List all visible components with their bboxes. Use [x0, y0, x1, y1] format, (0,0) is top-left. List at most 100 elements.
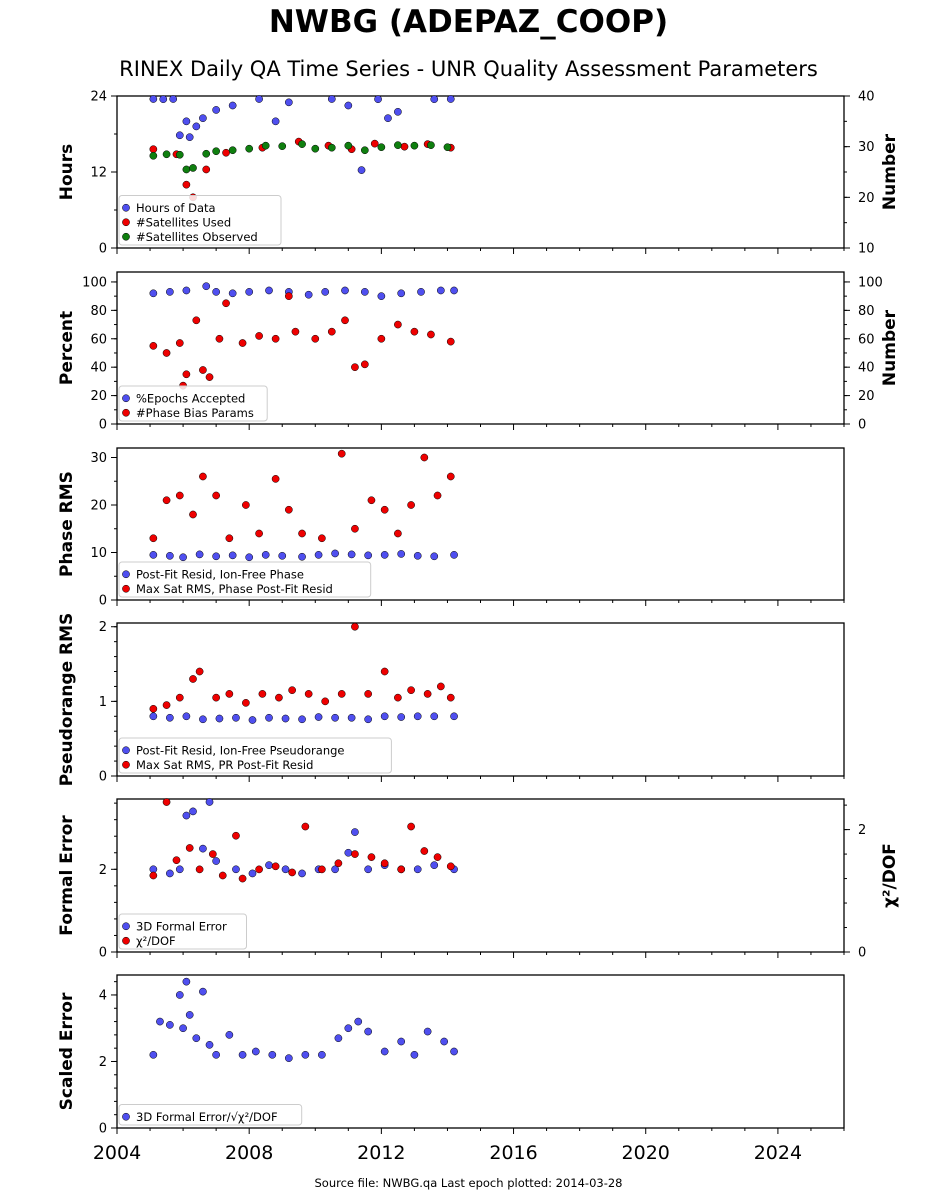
data-point [413, 551, 422, 560]
data-point [380, 712, 389, 721]
data-point [248, 716, 257, 724]
data-point [175, 131, 184, 140]
data-point [202, 165, 211, 174]
data-point [446, 862, 455, 871]
data-point [397, 1037, 406, 1046]
data-point [341, 316, 349, 325]
legend-marker [122, 218, 130, 227]
data-point [245, 288, 254, 296]
data-point [364, 551, 372, 560]
legend-box [118, 737, 392, 774]
data-point [450, 1047, 458, 1056]
data-point [182, 286, 191, 295]
data-point [261, 141, 270, 150]
y-tick-label: 12 [90, 166, 107, 181]
data-point [149, 712, 158, 721]
y2-tick-label: 30 [858, 140, 875, 155]
data-point [430, 95, 439, 104]
chart-panel-4: 0 1 2 Pseudorange RMS Post-Fit Resid, Ion-Fr… [57, 613, 845, 786]
x-tick-label: 2004 [93, 1142, 141, 1164]
data-point [397, 865, 406, 874]
data-point [334, 859, 343, 868]
data-point [175, 865, 184, 874]
data-point [341, 286, 349, 295]
data-point [215, 714, 224, 723]
x-tick-label: 2024 [754, 1142, 802, 1164]
legend-box [118, 561, 372, 598]
y2-axis-label: Number [880, 309, 900, 386]
data-point [232, 865, 240, 874]
data-point [298, 552, 306, 561]
data-point [446, 337, 455, 346]
data-point [344, 848, 353, 857]
legend-label: Post-Fit Resid, Ion-Free Pseudorange [136, 743, 344, 757]
data-point [162, 798, 171, 806]
data-point [238, 339, 247, 347]
data-point [255, 529, 263, 538]
data-point [351, 363, 359, 372]
legend-marker [122, 584, 130, 593]
data-point [189, 164, 197, 172]
data-point [327, 327, 336, 336]
legend: 3D Formal Error/√χ²/DOF [118, 1104, 303, 1126]
data-point [318, 534, 326, 543]
legend: Post-Fit Resid, Ion-Free PseudorangeMax … [118, 737, 392, 774]
data-point [238, 874, 247, 883]
legend-marker [122, 570, 130, 579]
legend-label: 3D Formal Error/√χ²/DOF [136, 1110, 278, 1124]
data-point [195, 550, 204, 559]
data-point [407, 686, 415, 695]
data-point [149, 151, 158, 160]
data-point [265, 861, 273, 870]
data-point [344, 1024, 353, 1033]
data-point [394, 529, 402, 538]
data-point [195, 667, 204, 676]
y-axis-label: Scaled Error [57, 992, 77, 1110]
data-point [245, 144, 254, 153]
data-point [413, 712, 422, 721]
legend-marker [122, 746, 130, 755]
data-point [450, 286, 458, 295]
y-tick-label: 0 [99, 418, 107, 433]
data-point [288, 686, 296, 695]
series-1 [149, 798, 458, 878]
data-point [166, 869, 174, 878]
data-point [364, 690, 372, 698]
series-2 [149, 292, 455, 390]
data-point [208, 850, 217, 858]
data-point [377, 334, 386, 343]
data-point [394, 141, 402, 149]
y-tick-label: 30 [90, 451, 107, 466]
y-axis-label: Formal Error [57, 815, 77, 936]
data-point [364, 715, 372, 724]
data-point [185, 133, 194, 142]
data-point [400, 142, 409, 151]
data-point [182, 811, 191, 820]
data-point [255, 865, 263, 874]
y2-tick-label: 20 [858, 389, 875, 404]
data-point [440, 1037, 448, 1046]
x-tick-label: 2020 [622, 1142, 670, 1164]
legend-marker [122, 936, 130, 945]
data-point [433, 491, 442, 500]
data-point [149, 95, 158, 103]
data-point [242, 501, 250, 509]
legend-label: Post-Fit Resid, Ion-Free Phase [136, 567, 304, 581]
data-point [212, 693, 220, 702]
data-point [199, 366, 207, 374]
data-point [218, 871, 227, 880]
data-point [205, 1040, 214, 1049]
data-point [222, 299, 230, 308]
data-point [225, 534, 234, 543]
data-point [334, 1034, 343, 1043]
data-point [175, 991, 184, 999]
data-point [212, 491, 220, 500]
y2-tick-label: 20 [858, 191, 875, 206]
data-point [202, 149, 211, 158]
series-1 [149, 712, 458, 724]
chart-panel-6: 2004 2008 2012 2016 2020 2024 0 2 4 Scaled Error 3… [57, 974, 845, 1164]
data-point [284, 505, 293, 514]
data-point [199, 114, 207, 123]
data-point [377, 143, 386, 152]
data-point [407, 822, 415, 831]
